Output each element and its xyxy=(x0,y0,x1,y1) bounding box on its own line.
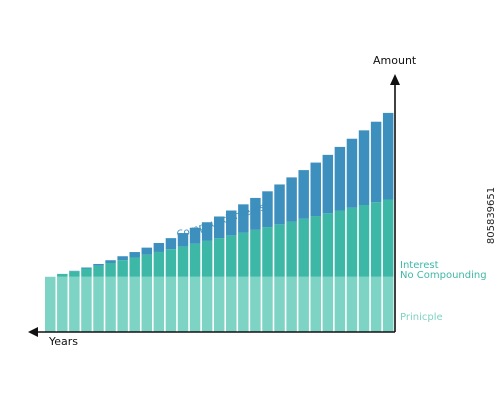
bar-seg-s2-20 xyxy=(286,177,297,222)
bar-seg-s0-16 xyxy=(238,276,249,332)
bar-seg-s1-9 xyxy=(153,251,165,277)
bar-seg-s0-12 xyxy=(189,276,201,332)
bar-seg-s1-19 xyxy=(274,224,285,277)
bar-seg-s0-9 xyxy=(153,276,165,332)
bar-seg-s0-24 xyxy=(334,276,346,332)
bar-seg-s2-18 xyxy=(262,191,273,228)
bar-seg-s2-8 xyxy=(141,247,153,255)
bar-seg-s1-24 xyxy=(334,210,346,277)
bar-seg-s0-10 xyxy=(165,276,177,332)
interest-label-line2: No Compounding xyxy=(400,270,487,281)
bar-seg-s0-2 xyxy=(69,276,80,332)
bar-seg-s2-4 xyxy=(93,263,104,266)
bar-seg-s0-0 xyxy=(45,276,56,332)
bar-seg-s2-17 xyxy=(250,197,261,230)
y-axis-label: Amount xyxy=(373,54,417,67)
bar-seg-s2-21 xyxy=(298,170,309,219)
bar-seg-s1-13 xyxy=(201,240,213,277)
bar-seg-s0-27 xyxy=(370,276,382,332)
bar-seg-s1-6 xyxy=(117,260,128,277)
interest-label-line1: Interest xyxy=(400,260,439,271)
bar-seg-s0-21 xyxy=(298,276,309,332)
bar-seg-s0-11 xyxy=(177,276,189,332)
bar-seg-s1-21 xyxy=(298,218,309,277)
bar-seg-s0-18 xyxy=(262,276,273,332)
bar-seg-s1-10 xyxy=(165,249,177,277)
bar-seg-s0-14 xyxy=(213,276,225,332)
bar-seg-s2-26 xyxy=(358,130,370,205)
bar-seg-s1-25 xyxy=(346,207,358,277)
bar-seg-s0-4 xyxy=(93,276,104,332)
bar-seg-s2-11 xyxy=(177,233,189,247)
stock-id-text: 805839651 xyxy=(486,186,498,244)
bar-seg-s0-19 xyxy=(274,276,285,332)
bar-seg-s0-13 xyxy=(201,276,213,332)
bar-seg-s1-28 xyxy=(382,199,394,277)
bar-seg-s0-26 xyxy=(358,276,370,332)
bar-seg-s2-7 xyxy=(129,252,140,258)
bar-seg-s1-17 xyxy=(250,229,261,277)
bar-seg-s2-24 xyxy=(334,146,346,211)
bar-seg-s1-18 xyxy=(262,227,273,277)
bar-seg-s1-11 xyxy=(177,246,189,277)
bar-seg-s0-22 xyxy=(310,276,321,332)
bar-seg-s0-6 xyxy=(117,276,128,332)
bar-seg-s1-4 xyxy=(93,265,104,277)
bar-seg-s0-15 xyxy=(226,276,237,332)
bar-seg-s2-27 xyxy=(370,121,382,203)
bar-seg-s1-7 xyxy=(129,257,140,277)
bar-seg-s0-3 xyxy=(81,276,92,332)
bar-seg-s0-20 xyxy=(286,276,297,332)
bar-seg-s2-5 xyxy=(105,260,116,263)
bar-seg-s1-26 xyxy=(358,205,370,277)
bar-seg-s1-5 xyxy=(105,262,116,277)
stock-id-vertical: 805839651 xyxy=(486,95,498,335)
bar-seg-s2-23 xyxy=(322,154,334,214)
bar-seg-s0-23 xyxy=(322,276,334,332)
bar-seg-s1-12 xyxy=(189,243,201,277)
bar-seg-s2-14 xyxy=(213,216,225,239)
bar-seg-s2-15 xyxy=(226,210,237,236)
bar-seg-s2-9 xyxy=(153,242,165,252)
bar-seg-s2-19 xyxy=(274,184,285,225)
bar-seg-s1-27 xyxy=(370,202,382,277)
bar-seg-s1-1 xyxy=(57,274,68,277)
x-axis-label: Years xyxy=(48,335,78,348)
bar-seg-s1-16 xyxy=(238,232,249,277)
bar-seg-s1-8 xyxy=(141,254,153,277)
bar-seg-s0-17 xyxy=(250,276,261,332)
bar-seg-s1-2 xyxy=(69,271,80,277)
x-axis-arrow-icon xyxy=(28,327,38,337)
bar-seg-s1-22 xyxy=(310,216,321,277)
y-axis-arrow-icon xyxy=(390,74,400,85)
bar-seg-s1-3 xyxy=(81,268,92,277)
bar-seg-s1-23 xyxy=(322,213,334,277)
bar-group xyxy=(45,112,394,332)
bar-seg-s0-5 xyxy=(105,276,116,332)
bar-seg-s2-13 xyxy=(201,222,213,241)
bar-seg-s0-8 xyxy=(141,276,153,332)
bar-seg-s2-10 xyxy=(165,238,177,250)
bar-seg-s2-22 xyxy=(310,162,321,217)
bar-seg-s2-12 xyxy=(189,227,201,244)
bar-seg-s2-16 xyxy=(238,204,249,233)
bar-seg-s0-1 xyxy=(57,276,68,332)
bar-seg-s1-14 xyxy=(213,238,225,277)
bar-seg-s2-6 xyxy=(117,256,128,261)
bar-seg-s2-28 xyxy=(382,112,394,200)
bar-seg-s1-20 xyxy=(286,221,297,277)
bar-seg-s0-25 xyxy=(346,276,358,332)
bar-seg-s0-28 xyxy=(382,276,394,332)
bar-seg-s2-3 xyxy=(81,267,92,269)
principle-label: Prinicple xyxy=(400,312,443,323)
bar-seg-s2-25 xyxy=(346,138,358,208)
bar-seg-s0-7 xyxy=(129,276,140,332)
bar-seg-s1-15 xyxy=(226,235,237,277)
